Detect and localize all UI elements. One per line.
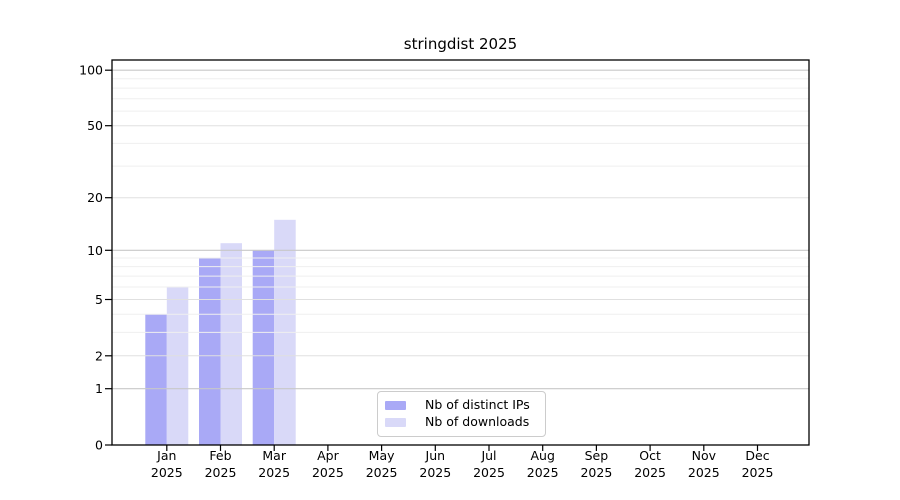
- bar-distinct-ips: [145, 314, 167, 445]
- y-tick-label: 10: [87, 243, 103, 258]
- x-tick-label-year: 2025: [419, 465, 451, 480]
- x-tick-label-month: Apr: [317, 448, 339, 463]
- bar-downloads: [166, 287, 189, 445]
- y-tick-label: 1: [95, 381, 103, 396]
- legend-item-distinct-ips: Nb of distinct IPs: [385, 397, 537, 414]
- y-tick-label: 20: [87, 190, 103, 205]
- x-tick-label-month: Mar: [262, 448, 286, 463]
- bar-distinct-ips: [252, 250, 275, 445]
- x-tick-label-month: Jul: [480, 448, 496, 463]
- x-tick-label-year: 2025: [527, 465, 559, 480]
- x-tick-label-year: 2025: [205, 465, 237, 480]
- legend-label-downloads: Nb of downloads: [425, 414, 530, 430]
- y-tick-label: 100: [79, 63, 103, 78]
- y-tick-label: 50: [87, 118, 103, 133]
- x-tick-label-year: 2025: [688, 465, 720, 480]
- x-tick-label-year: 2025: [366, 465, 398, 480]
- x-tick-label-year: 2025: [634, 465, 666, 480]
- x-tick-label-year: 2025: [473, 465, 505, 480]
- x-tick-label-month: May: [369, 448, 395, 463]
- x-tick-label-month: Nov: [692, 448, 717, 463]
- bar-downloads: [220, 243, 242, 445]
- y-tick-label: 5: [95, 292, 103, 307]
- y-tick-label: 2: [95, 348, 103, 363]
- legend-item-downloads: Nb of downloads: [385, 414, 537, 431]
- plot-frame: [111, 59, 810, 446]
- legend-swatch-distinct-ips: [385, 401, 406, 410]
- x-tick-label-year: 2025: [258, 465, 290, 480]
- x-tick-label-year: 2025: [742, 465, 774, 480]
- x-tick-label-month: Feb: [209, 448, 231, 463]
- x-tick-label-month: Dec: [745, 448, 769, 463]
- x-tick-label-year: 2025: [580, 465, 612, 480]
- x-tick-label-year: 2025: [312, 465, 344, 480]
- x-tick-label-month: Aug: [530, 448, 554, 463]
- y-tick-label: 0: [95, 438, 103, 453]
- x-tick-label-month: Sep: [585, 448, 609, 463]
- bar-distinct-ips: [199, 258, 221, 445]
- x-tick-label-month: Jun: [425, 448, 446, 463]
- legend-swatch-downloads: [385, 418, 406, 427]
- legend: Nb of distinct IPs Nb of downloads: [377, 391, 546, 437]
- x-tick-label-month: Jan: [156, 448, 176, 463]
- legend-label-distinct-ips: Nb of distinct IPs: [425, 397, 530, 413]
- chart-title: stringdist 2025: [403, 35, 518, 53]
- x-tick-label-month: Oct: [639, 448, 661, 463]
- x-tick-label-year: 2025: [151, 465, 183, 480]
